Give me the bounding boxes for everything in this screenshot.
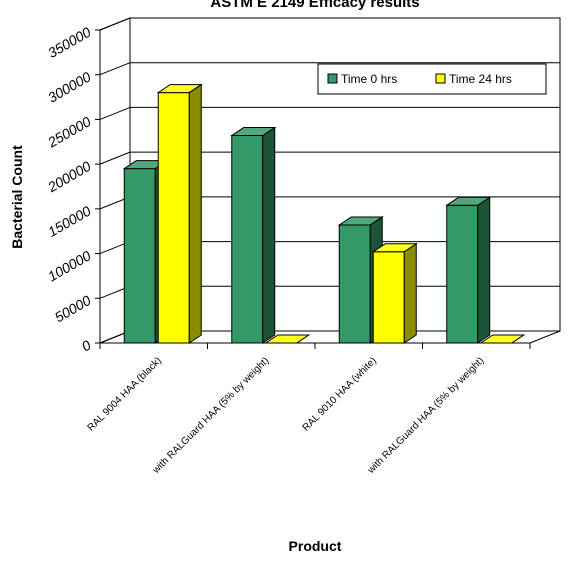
legend: Time 0 hrs Time 24 hrs (317, 63, 547, 95)
x-axis-title: Product (289, 538, 342, 554)
bar (371, 242, 418, 344)
gridline (99, 151, 560, 165)
bar-top (479, 334, 526, 344)
x-tick-label: with RALGuard HAA (5% by weight) (150, 355, 271, 476)
y-tick-label: 250000 (44, 113, 94, 151)
bar (445, 196, 492, 344)
chart-title: ASTM E 2149 Efficacy results (210, 0, 419, 11)
x-tick-label: RAL 9010 HAA (white) (301, 355, 379, 433)
y-tick-label: 50000 (52, 292, 94, 325)
y-tick-labels: 0 50000 100000 150000 200000 250000 300000 3500… (44, 24, 94, 355)
y-tick-label: 350000 (45, 24, 94, 61)
legend-swatch (435, 73, 446, 84)
legend-label: Time 0 hrs (341, 72, 397, 86)
bar (479, 334, 526, 344)
bar (156, 83, 203, 344)
x-tick-label: RAL 9004 HAA (black) (86, 355, 164, 433)
bar-side (188, 83, 202, 344)
bar-side (477, 196, 491, 344)
gridline (99, 62, 560, 76)
bar-front (231, 135, 264, 344)
x-tick-label: with RALGuard HAA (5% by weight) (365, 355, 486, 476)
bar-top (156, 84, 203, 94)
legend-label: Time 24 hrs (449, 72, 512, 86)
bar-front (123, 168, 156, 344)
bar-top (337, 216, 384, 226)
legend-swatch (327, 73, 338, 84)
bar-side (262, 126, 276, 344)
bar-front (446, 204, 479, 344)
y-tick-label: 150000 (45, 202, 94, 239)
bar-top (264, 334, 311, 344)
legend-box (317, 63, 547, 95)
bar-side (403, 242, 417, 344)
bar (230, 126, 277, 344)
bar-top (230, 127, 277, 137)
bars (122, 83, 526, 344)
bar-front (157, 92, 190, 344)
y-tick-label: 0 (79, 337, 94, 355)
y-tick-label: 100000 (45, 247, 94, 284)
bar-front (372, 251, 405, 344)
bar-front (338, 224, 371, 344)
bar-top (445, 196, 492, 206)
y-axis-title: Bacterial Count (9, 145, 25, 249)
bar (264, 334, 311, 344)
gridline (99, 106, 560, 120)
y-tick-label: 300000 (45, 68, 94, 105)
bar-top (371, 243, 418, 253)
x-tick-labels: RAL 9004 HAA (black)with RALGuard HAA (5… (86, 355, 487, 476)
y-tick-label: 200000 (44, 158, 94, 196)
gridline (99, 17, 560, 31)
